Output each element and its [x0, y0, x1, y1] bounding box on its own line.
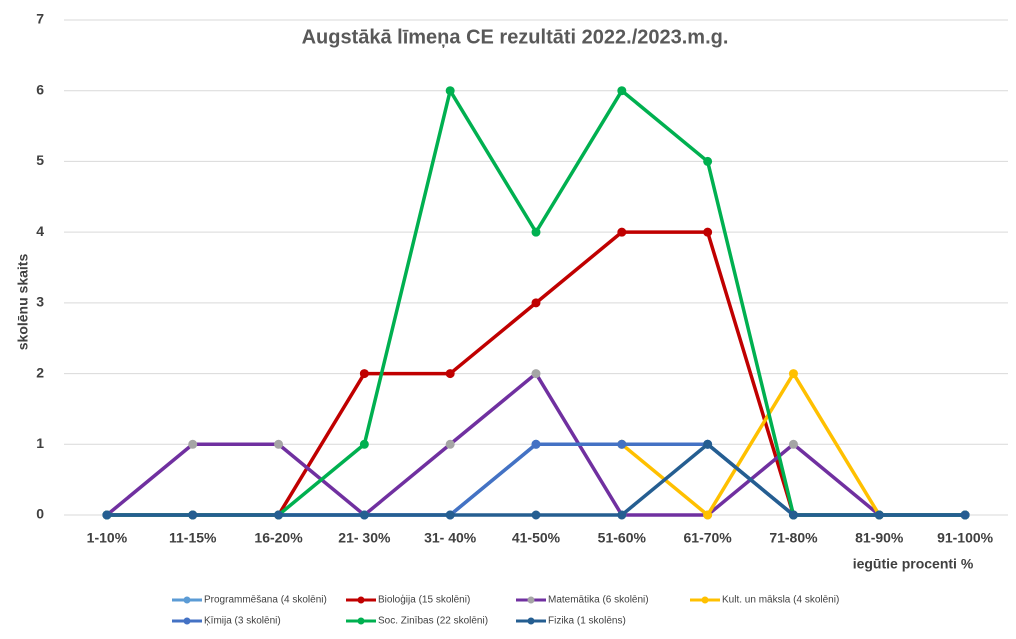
data-point	[531, 227, 541, 237]
data-point	[531, 369, 541, 379]
y-tick-label: 4	[36, 223, 44, 239]
legend-label: Fizika (1 skolēns)	[548, 616, 626, 627]
data-point	[359, 369, 369, 379]
data-point	[102, 510, 112, 520]
data-point	[703, 156, 713, 166]
data-point	[445, 369, 455, 379]
x-tick-label: 71-80%	[769, 530, 818, 546]
x-axis-label: iegūtie procenti %	[853, 556, 974, 572]
x-tick-label: 31- 40%	[424, 530, 477, 546]
y-tick-label: 7	[36, 11, 44, 27]
y-tick-label: 6	[36, 81, 44, 97]
x-tick-label: 51-60%	[598, 530, 647, 546]
data-point	[703, 227, 713, 237]
data-point	[274, 439, 284, 449]
data-point	[617, 86, 627, 96]
data-point	[788, 439, 798, 449]
legend-label: Bioloģija (15 skolēni)	[378, 593, 470, 606]
y-tick-label: 1	[36, 435, 44, 451]
y-axis-label: skolēnu skaits	[15, 254, 31, 351]
legend-marker	[183, 596, 191, 604]
legend-marker	[183, 617, 191, 625]
data-point	[445, 510, 455, 520]
legend-marker	[527, 617, 535, 625]
legend-marker	[357, 617, 365, 625]
data-point	[445, 86, 455, 96]
legend-marker	[701, 596, 709, 604]
y-tick-label: 5	[36, 152, 44, 168]
data-point	[531, 510, 541, 520]
x-tick-label: 21- 30%	[338, 530, 391, 546]
data-point	[445, 439, 455, 449]
legend-label: Ķīmija (3 skolēni)	[204, 616, 281, 627]
chart-title: Augstākā līmeņa CE rezultāti 2022./2023.…	[302, 26, 729, 48]
legend-marker	[357, 596, 365, 604]
legend-label: Soc. Zinības (22 skolēni)	[378, 616, 488, 627]
legend-marker	[527, 596, 535, 604]
data-point	[188, 439, 198, 449]
legend-label: Programmēšana (4 skolēni)	[204, 595, 327, 606]
x-tick-label: 16-20%	[254, 530, 303, 546]
data-point	[617, 439, 627, 449]
x-tick-label: 91-100%	[937, 530, 994, 546]
data-point	[703, 439, 713, 449]
data-point	[274, 510, 284, 520]
y-tick-label: 2	[36, 364, 44, 380]
data-point	[188, 510, 198, 520]
data-point	[874, 510, 884, 520]
x-tick-label: 61-70%	[684, 530, 733, 546]
data-point	[788, 510, 798, 520]
x-tick-label: 81-90%	[855, 530, 904, 546]
y-tick-label: 3	[36, 294, 44, 310]
data-point	[788, 369, 798, 379]
x-tick-label: 11-15%	[169, 530, 217, 546]
data-point	[531, 298, 541, 308]
data-point	[617, 510, 627, 520]
data-point	[359, 510, 369, 520]
data-point	[359, 439, 369, 449]
data-point	[960, 510, 970, 520]
data-point	[531, 439, 541, 449]
legend-label: Kult. un māksla (4 skolēni)	[722, 595, 839, 606]
legend-label: Matemātika (6 skolēni)	[548, 595, 649, 606]
x-tick-label: 41-50%	[512, 530, 561, 546]
data-point	[703, 510, 713, 520]
y-tick-label: 0	[36, 506, 44, 522]
x-tick-label: 1-10%	[87, 530, 128, 546]
data-point	[617, 227, 627, 237]
